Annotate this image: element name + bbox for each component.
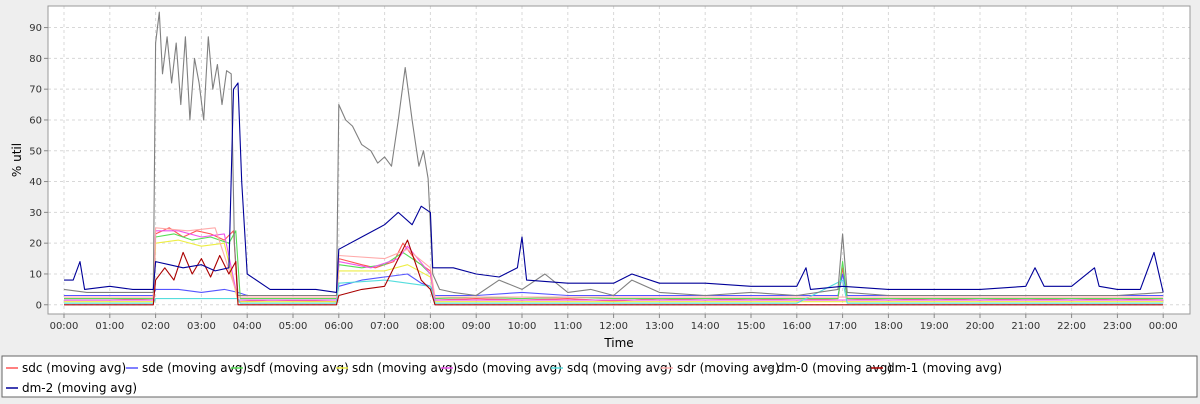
x-tick-label: 09:00 bbox=[462, 321, 491, 332]
series-line bbox=[64, 227, 1164, 298]
legend-label: sdr (moving avg) bbox=[677, 361, 780, 375]
series-layer bbox=[63, 11, 1164, 306]
plot-border bbox=[47, 5, 1191, 315]
legend-label: dm-0 (moving avg) bbox=[777, 361, 892, 375]
x-tick-label: 11:00 bbox=[553, 321, 582, 332]
legend-label: sdn (moving avg) bbox=[352, 361, 457, 375]
series-line bbox=[64, 239, 1164, 303]
legend-label: sdq (moving avg) bbox=[567, 361, 672, 375]
legend-label: dm-1 (moving avg) bbox=[887, 361, 1002, 375]
x-tick-label: 14:00 bbox=[691, 321, 720, 332]
x-tick-label: 07:00 bbox=[370, 321, 399, 332]
legend-label: sde (moving avg) bbox=[142, 361, 247, 375]
x-tick-label: 20:00 bbox=[966, 321, 995, 332]
x-tick-label: 16:00 bbox=[782, 321, 811, 332]
y-tick-label: 90 bbox=[29, 23, 42, 34]
legend-label: sdf (moving avg) bbox=[247, 361, 349, 375]
y-tick-label: 30 bbox=[29, 208, 42, 219]
x-tick-label: 15:00 bbox=[737, 321, 766, 332]
x-tick-label: 08:00 bbox=[416, 321, 445, 332]
series-line bbox=[64, 82, 1164, 293]
x-tick-label: 19:00 bbox=[920, 321, 949, 332]
x-tick-label: 02:00 bbox=[141, 321, 170, 332]
x-tick-label: 04:00 bbox=[233, 321, 262, 332]
series-line bbox=[64, 230, 1164, 301]
x-tick-label: 03:00 bbox=[187, 321, 216, 332]
x-tick-label: 10:00 bbox=[508, 321, 537, 332]
y-tick-label: 60 bbox=[29, 115, 42, 126]
y-tick-label: 70 bbox=[29, 85, 42, 96]
legend-box bbox=[1, 355, 1198, 398]
x-tick-label: 17:00 bbox=[828, 321, 857, 332]
legend-label: sdo (moving avg) bbox=[457, 361, 562, 375]
y-tick-label: 50 bbox=[29, 146, 42, 157]
x-tick-label: 12:00 bbox=[599, 321, 628, 332]
y-tick-label: 20 bbox=[29, 239, 42, 250]
y-tick-label: 0 bbox=[36, 300, 42, 311]
series-line bbox=[63, 11, 1164, 297]
y-tick-label: 40 bbox=[29, 177, 42, 188]
legend-label: sdc (moving avg) bbox=[22, 361, 126, 375]
x-tick-label: 22:00 bbox=[1057, 321, 1086, 332]
plot-background bbox=[48, 6, 1190, 314]
x-tick-label: 06:00 bbox=[324, 321, 353, 332]
x-tick-label: 00:00 bbox=[50, 321, 79, 332]
y-tick-label: 10 bbox=[29, 269, 42, 280]
legend: sdc (moving avg) sde (moving avg) sdf (mov… bbox=[6, 361, 1002, 395]
x-tick-label: 13:00 bbox=[645, 321, 674, 332]
x-tick-label: 05:00 bbox=[279, 321, 308, 332]
y-axis: 0 10 20 30 40 50 60 70 80 90 bbox=[29, 23, 48, 311]
y-tick-label: 80 bbox=[29, 54, 42, 65]
x-tick-label: 23:00 bbox=[1103, 321, 1132, 332]
x-tick-label: 01:00 bbox=[95, 321, 124, 332]
legend-label: dm-2 (moving avg) bbox=[22, 381, 137, 395]
x-tick-label: 21:00 bbox=[1011, 321, 1040, 332]
x-tick-label: 00:00 bbox=[1149, 321, 1178, 332]
y-axis-title: % util bbox=[10, 143, 24, 177]
series-line bbox=[64, 239, 1164, 306]
x-tick-label: 18:00 bbox=[874, 321, 903, 332]
x-axis: 00:00 01:00 02:00 03:00 04:00 05:00 06:00 07:00… bbox=[50, 314, 1178, 332]
x-axis-title: Time bbox=[603, 336, 633, 350]
series-line bbox=[64, 279, 1164, 304]
